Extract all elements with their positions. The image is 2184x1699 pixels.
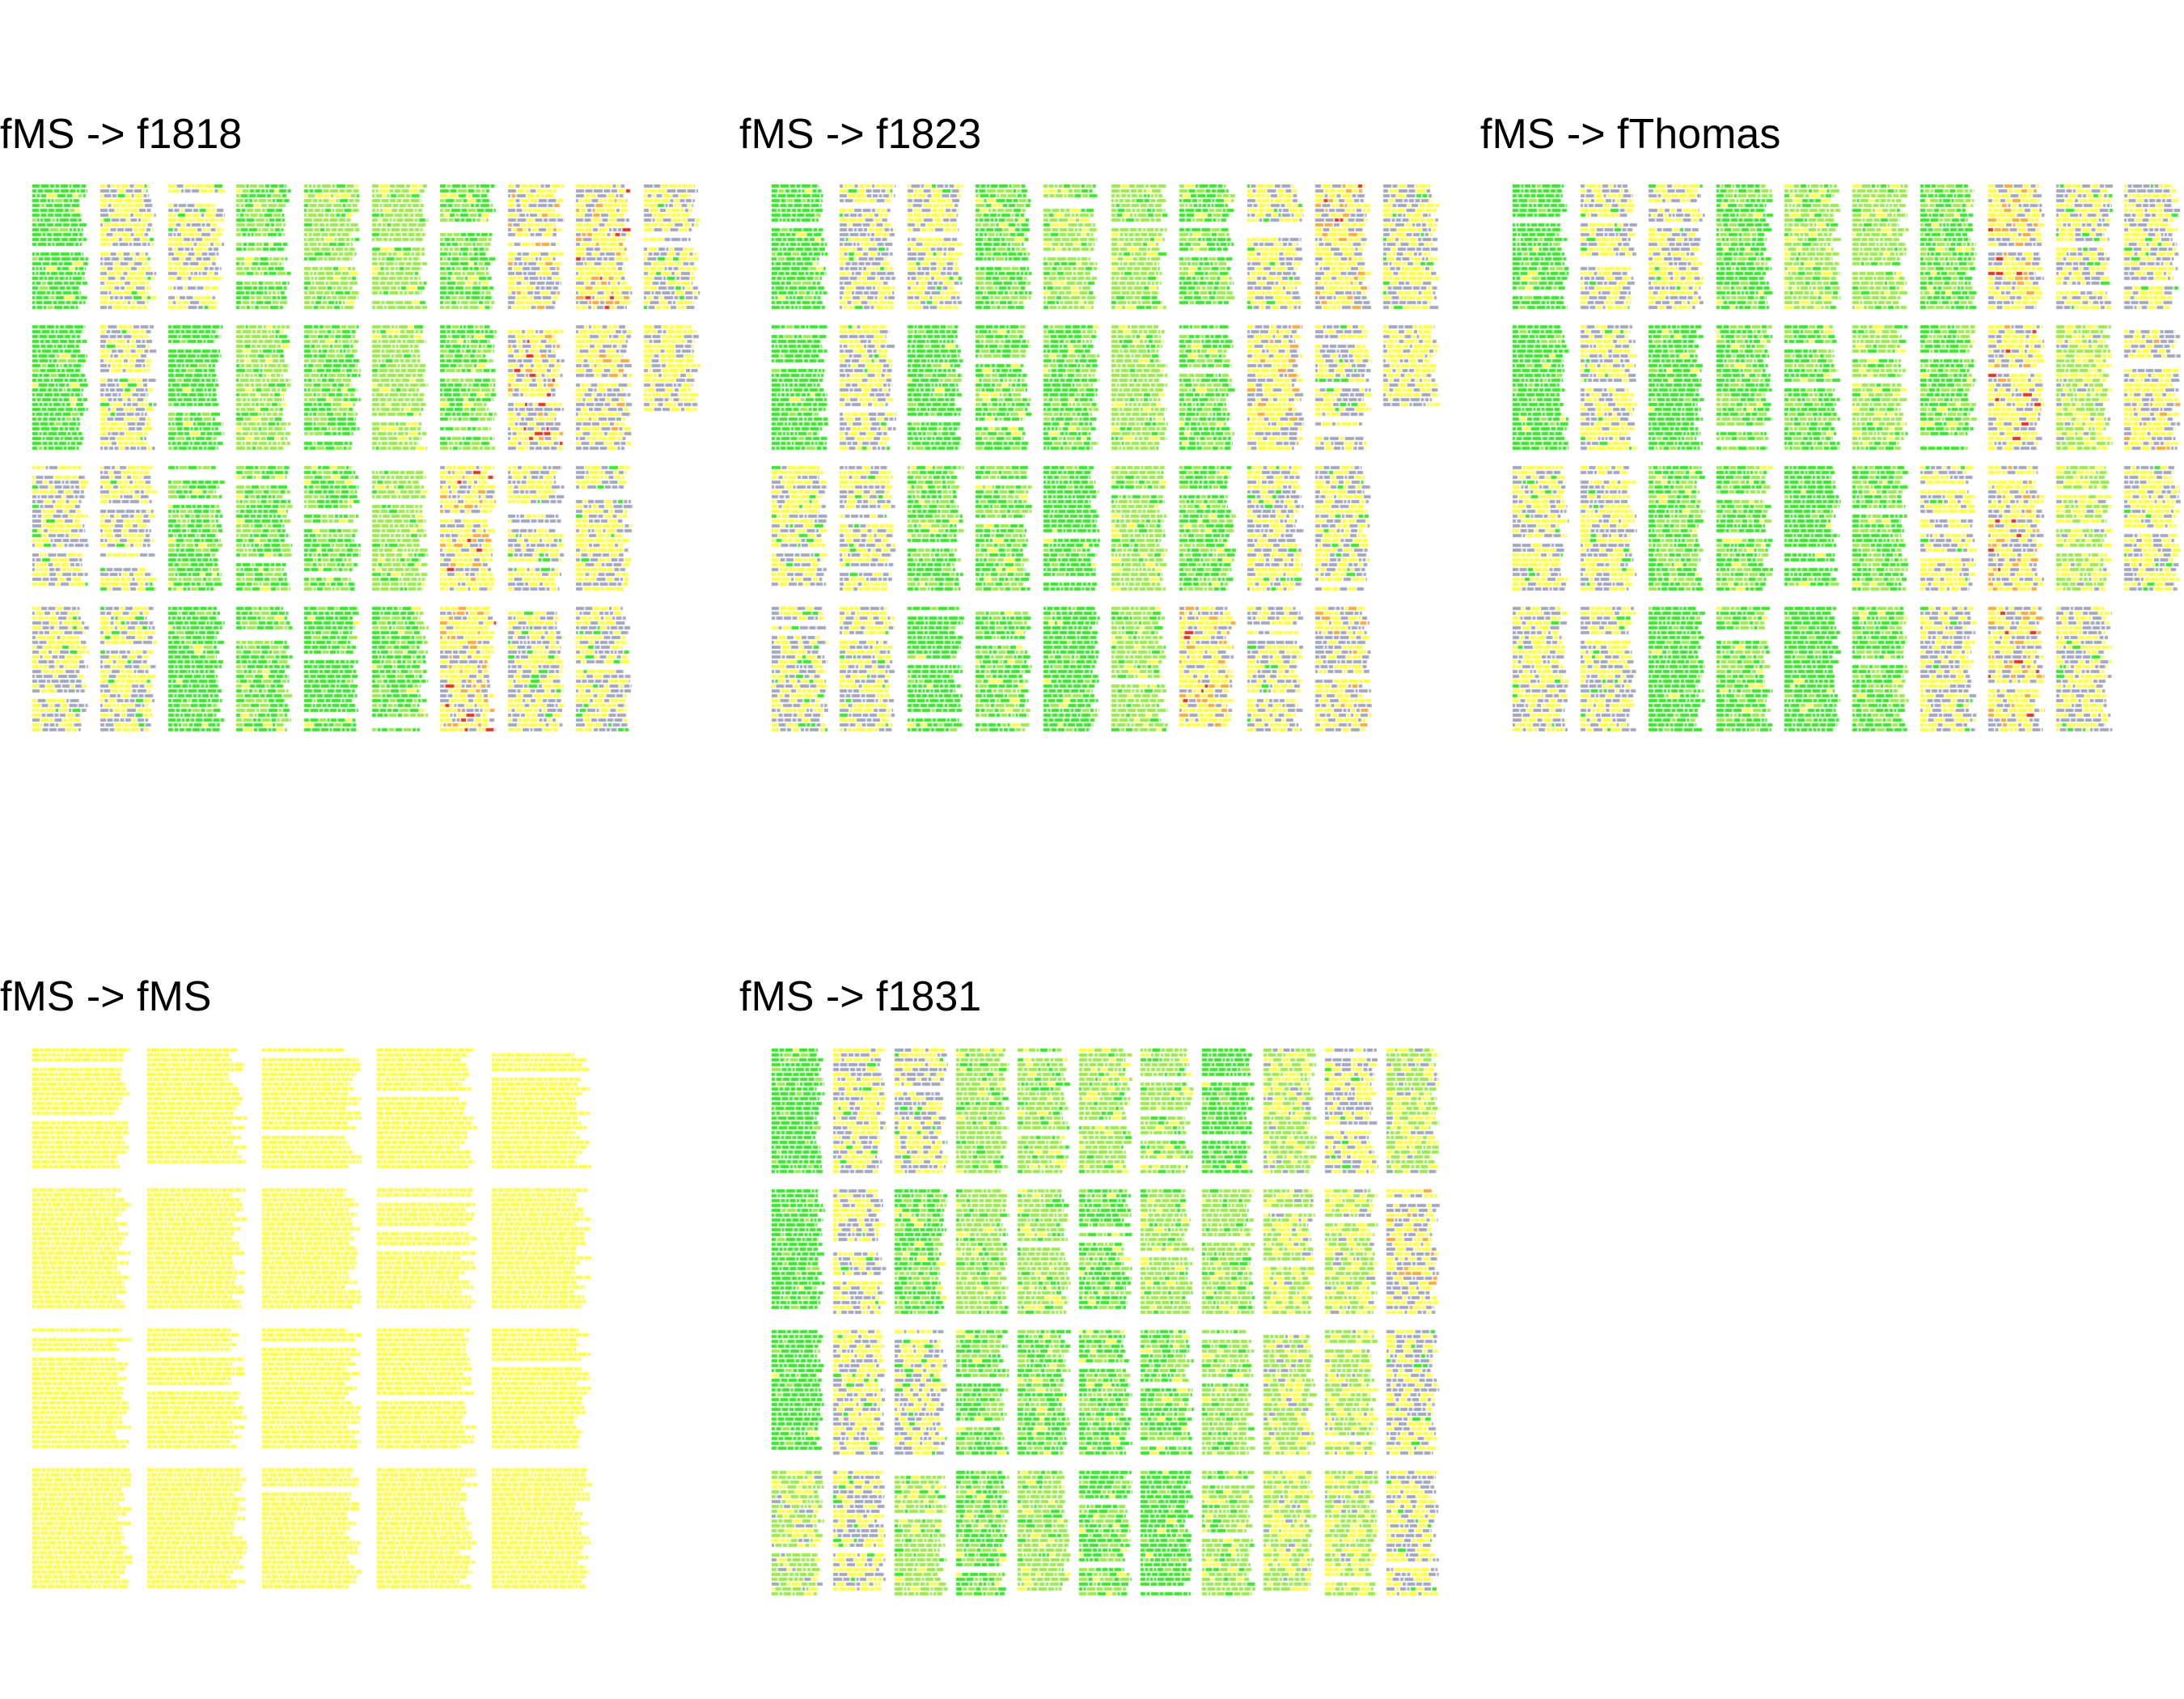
panel-title: fMS -> fMS bbox=[0, 973, 212, 1020]
page-grid-panel bbox=[1513, 184, 2184, 735]
panel-title: fMS -> f1823 bbox=[739, 111, 982, 158]
page-grid-panel bbox=[772, 1049, 1443, 1599]
page-thumbnails-canvas bbox=[1513, 184, 2184, 735]
page-thumbnails-canvas bbox=[32, 184, 704, 735]
page-thumbnails-canvas bbox=[772, 1049, 1443, 1599]
page-thumbnails-canvas bbox=[772, 184, 1443, 735]
panel-title: fMS -> f1818 bbox=[0, 111, 243, 158]
panel-title: fMS -> f1831 bbox=[739, 973, 982, 1020]
page-thumbnails-canvas bbox=[32, 1049, 704, 1599]
page-grid-panel bbox=[772, 184, 1443, 735]
panel-title: fMS -> fThomas bbox=[1480, 111, 1781, 158]
page-grid-panel bbox=[32, 1049, 704, 1599]
page-grid-panel bbox=[32, 184, 704, 735]
